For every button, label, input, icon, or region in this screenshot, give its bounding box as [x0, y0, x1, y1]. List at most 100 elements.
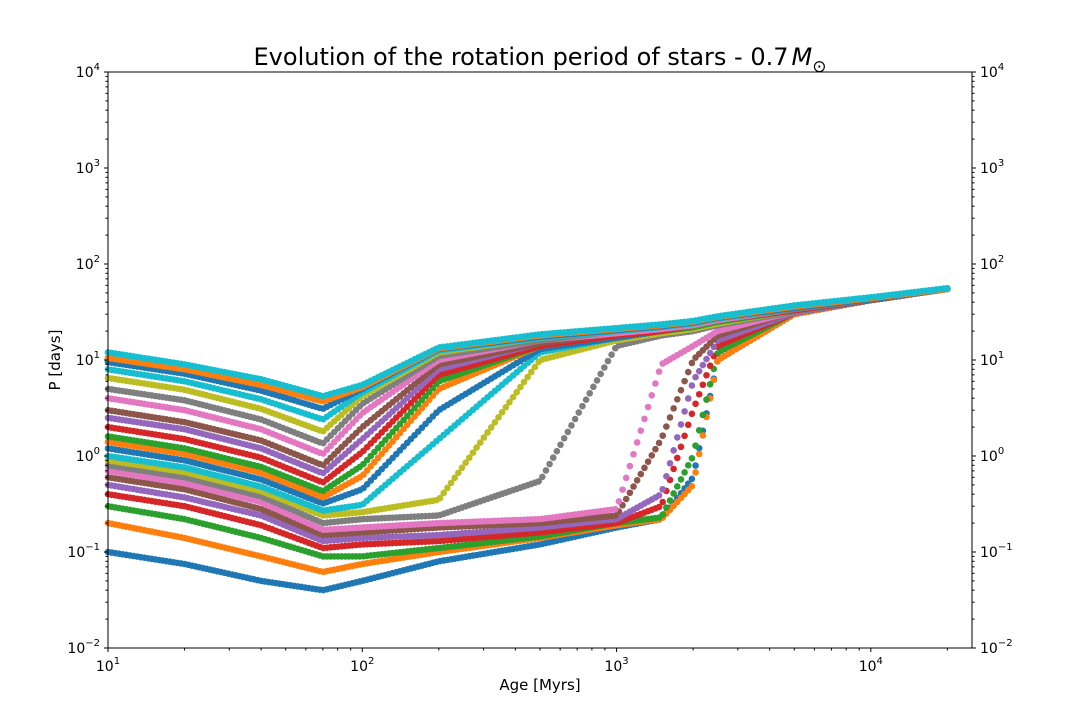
data-point-s4	[703, 355, 710, 363]
data-point-s5	[655, 439, 663, 447]
data-point-s7	[546, 460, 553, 468]
data-point-s1	[695, 450, 703, 458]
data-point-s6	[641, 415, 648, 423]
data-point-s4	[666, 460, 674, 467]
data-point-s2	[670, 490, 677, 497]
data-point-s3	[684, 421, 692, 429]
data-point-s4	[674, 434, 681, 441]
data-point-s6	[615, 498, 623, 505]
data-point-s7	[593, 377, 601, 384]
data-point-s3	[659, 498, 667, 506]
data-point-s5	[674, 396, 681, 403]
data-point-s4	[670, 447, 677, 454]
data-point-s2	[681, 469, 688, 476]
data-point-s2	[684, 462, 692, 469]
data-point-s4	[681, 408, 688, 415]
data-point-s4	[706, 349, 714, 357]
data-point-s2	[706, 380, 714, 388]
data-point-s4	[699, 361, 707, 369]
data-point-s5	[633, 477, 641, 484]
data-point-s1	[688, 482, 696, 490]
data-point-s3	[699, 381, 707, 389]
data-point-s4	[695, 367, 703, 375]
data-point-s7	[590, 383, 597, 391]
data-point-s3	[655, 503, 663, 511]
data-point-s5	[684, 368, 692, 376]
data-point-s4	[677, 421, 685, 428]
data-point-s7	[542, 467, 550, 474]
data-point-s4	[655, 492, 663, 499]
data-point-s5	[663, 423, 670, 430]
data-point-s7	[553, 447, 561, 455]
data-point-s5	[626, 489, 634, 497]
data-point-s3	[692, 400, 699, 408]
data-point-s6	[633, 439, 641, 446]
data-point-s6	[626, 462, 634, 470]
data-point-s5	[652, 445, 659, 453]
data-point-s2	[659, 511, 667, 518]
data-point-s5	[641, 464, 648, 472]
data-point-s4	[659, 485, 667, 493]
data-point-s3	[677, 443, 685, 451]
data-point-s5	[637, 470, 645, 478]
data-point-s3	[706, 362, 714, 370]
data-point-s7	[586, 389, 594, 397]
data-point-s7	[568, 422, 575, 429]
data-point-s6	[652, 380, 659, 387]
data-point-s7	[571, 415, 579, 423]
data-point-s0	[688, 475, 696, 483]
data-point-s3	[688, 410, 696, 418]
data-point-s6	[611, 505, 619, 513]
data-point-s4	[663, 473, 670, 480]
data-point-s7	[579, 402, 586, 410]
data-point-s3	[681, 432, 688, 440]
data-point-s6	[655, 368, 663, 376]
data-point-s7	[608, 351, 615, 358]
data-point-s5	[644, 458, 652, 465]
data-point-s2	[703, 396, 710, 403]
data-point-s7	[597, 370, 604, 378]
data-point-s5	[688, 359, 696, 367]
data-point-s7	[601, 364, 608, 371]
data-point-s2	[688, 454, 696, 462]
data-point-s7	[538, 473, 546, 481]
data-point-s5	[630, 483, 637, 490]
data-point-s2	[692, 442, 699, 449]
data-point-s5	[666, 414, 674, 421]
data-point-s4	[692, 373, 699, 381]
data-point-s5	[659, 432, 667, 439]
data-point-s4	[688, 382, 696, 389]
data-point-s4	[684, 395, 692, 402]
data-point-s3	[670, 465, 677, 473]
data-point-s1	[692, 469, 699, 476]
data-point-s7	[575, 409, 583, 416]
data-point-s7	[604, 357, 612, 365]
data-point-s2	[663, 504, 670, 511]
data-point-s2	[695, 427, 703, 434]
data-point-s2	[674, 483, 681, 490]
data-point-s6	[622, 474, 630, 482]
data-point-s3	[674, 454, 681, 462]
data-points	[104, 284, 951, 594]
data-point-s5	[670, 405, 677, 412]
data-point-s5	[622, 495, 630, 503]
data-point-s5	[681, 377, 688, 385]
data-point-s6	[644, 403, 652, 411]
data-point-s7	[549, 454, 557, 461]
data-point-s7	[560, 435, 568, 442]
data-point-s7	[582, 396, 590, 404]
data-point-s6	[619, 486, 626, 493]
data-point-s6	[630, 450, 637, 458]
data-point-s7	[557, 441, 564, 449]
data-point-s3	[695, 390, 703, 398]
data-point-s5	[677, 386, 685, 394]
data-point-s0	[692, 462, 699, 469]
data-point-s1	[699, 432, 707, 439]
data-point-s2	[699, 411, 707, 419]
data-point-s1	[710, 376, 718, 384]
data-point-s2	[677, 476, 685, 483]
data-point-s2	[666, 497, 674, 504]
data-point-s5	[648, 452, 656, 459]
data-point-s6	[648, 391, 656, 399]
data-point-s3	[703, 371, 710, 379]
